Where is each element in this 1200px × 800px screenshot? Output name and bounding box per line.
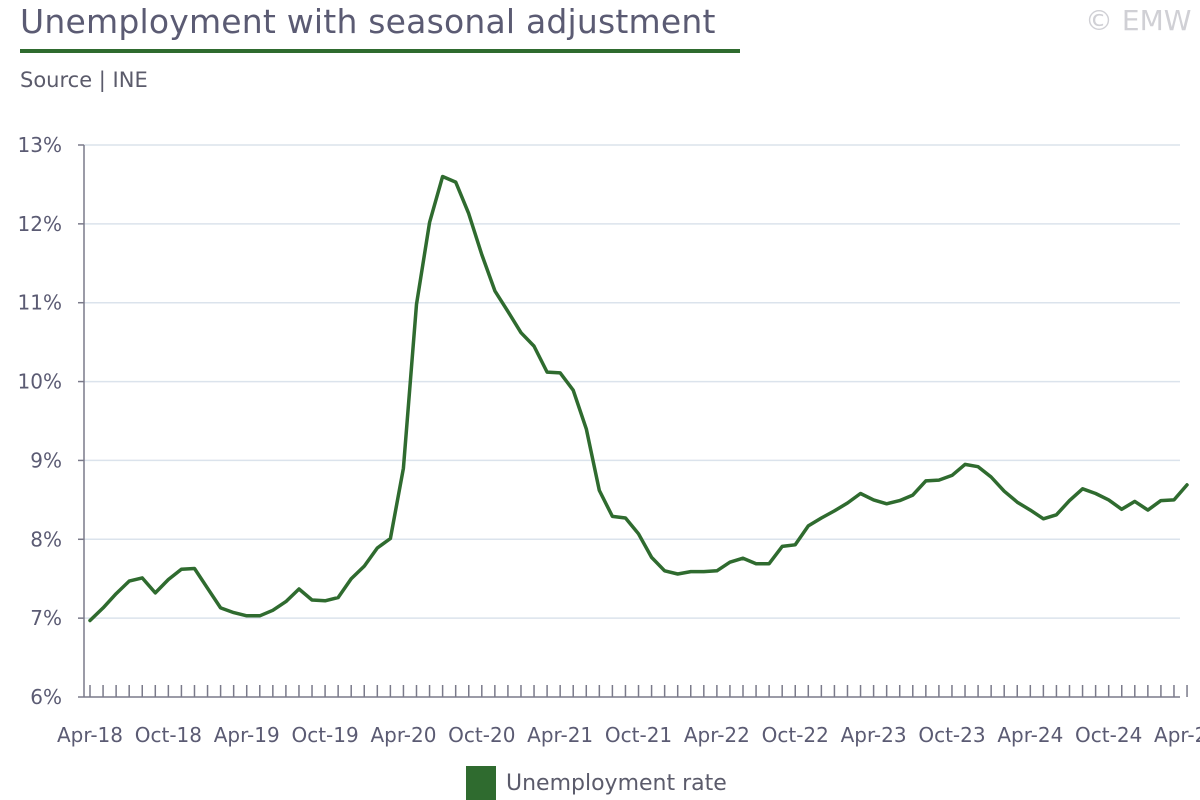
series-line-unemployment-rate [88,174,1189,623]
grid-lines [84,144,1180,619]
x-tick-label: Apr-20 [370,723,436,747]
title-underline [20,49,740,53]
axes [78,144,1188,698]
legend-swatch [466,766,496,800]
x-tick-label: Apr-21 [527,723,593,747]
x-tick-label: Oct-19 [291,723,358,747]
legend: Unemployment rate [466,766,727,800]
y-tick-label: 11% [18,291,62,315]
x-tick-label: Oct-24 [1075,723,1142,747]
series [88,174,1189,623]
x-tick-labels: Apr-18 Oct-18 Apr-19 Oct-19 Apr-20 Oct-20 Apr-… [57,723,1200,747]
x-tick-label: Oct-21 [605,723,672,747]
y-tick-label: 6% [30,685,62,709]
x-tick-label: Oct-18 [135,723,202,747]
y-tick-labels: 6% 7% 8% 9% 10% 11% 12% 13% [18,133,62,709]
y-tick-label: 10% [18,370,62,394]
y-tick-label: 9% [30,448,62,472]
chart-source: Source | INE [20,68,148,92]
x-tick-label: Apr-18 [57,723,123,747]
x-tick-label: Apr-24 [997,723,1063,747]
chart-title: Unemployment with seasonal adjustment [20,2,716,41]
y-tick-label: 8% [30,527,62,551]
x-tick-label: Apr-23 [841,723,907,747]
y-tick-label: 7% [30,606,62,630]
x-tick-label: Apr-22 [684,723,750,747]
x-tick-label: Oct-22 [762,723,829,747]
x-tick-label: Oct-20 [448,723,515,747]
x-tick-label: Apr-25 [1154,723,1200,747]
legend-label: Unemployment rate [506,770,727,796]
y-tick-label: 13% [18,133,62,157]
y-tick-label: 12% [18,212,62,236]
x-tick-label: Oct-23 [918,723,985,747]
copyright-watermark: © EMW [1085,4,1192,37]
x-tick-label: Apr-19 [214,723,280,747]
